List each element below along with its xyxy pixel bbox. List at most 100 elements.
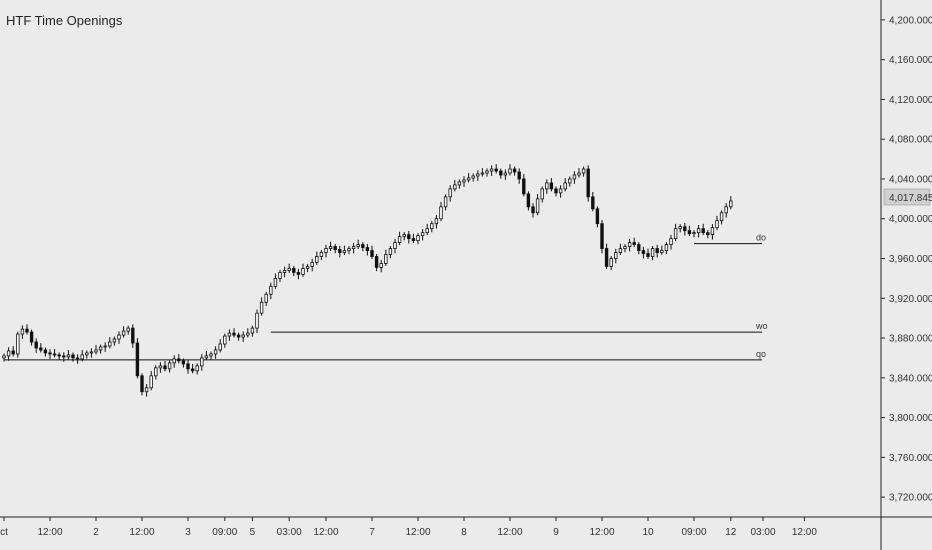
candle-body: [301, 268, 305, 275]
level-label-qo: qo: [756, 349, 766, 359]
y-tick-label: 4,120.000: [889, 95, 932, 106]
candle-body: [687, 230, 692, 235]
candle-body: [356, 244, 360, 247]
candle-body: [278, 272, 282, 279]
candle-body: [338, 249, 342, 253]
candle-body: [250, 327, 255, 334]
level-label-wo: wo: [755, 321, 768, 331]
candle-body: [292, 268, 296, 273]
candle-body: [328, 246, 333, 249]
candle-body: [402, 234, 406, 238]
candle-body: [108, 341, 112, 347]
current-price-label: 4,017.845: [889, 193, 932, 204]
candle-body: [508, 168, 512, 174]
candle-body: [430, 223, 434, 230]
levels-layer: do wo qo: [4, 233, 768, 361]
candle-body: [600, 223, 604, 249]
candle-body: [618, 248, 623, 253]
candle-body: [181, 360, 186, 365]
candle-body: [531, 206, 535, 214]
y-tick-label: 4,000.000: [889, 214, 932, 225]
candle-body: [627, 242, 632, 247]
candle-body: [379, 263, 383, 268]
candle-body: [273, 277, 278, 287]
candle-body: [342, 250, 347, 253]
candle-body: [407, 234, 411, 240]
candle-body: [6, 350, 11, 357]
candle-body: [586, 168, 590, 198]
candle-body: [167, 362, 172, 370]
candle-body: [719, 212, 724, 222]
x-tick-label: 09:00: [212, 527, 237, 538]
indicator-title[interactable]: HTF Time Openings: [6, 13, 123, 28]
y-tick-label: 4,160.000: [889, 55, 932, 66]
candle-body: [591, 196, 595, 210]
candle-body: [29, 331, 34, 343]
candle-body: [52, 353, 57, 356]
candle-body: [572, 174, 577, 180]
candle-body: [80, 354, 84, 360]
candle-body: [489, 168, 494, 172]
candle-body: [126, 327, 130, 332]
x-tick-label: 8: [461, 527, 467, 538]
x-tick-label: 3: [185, 527, 191, 538]
candle-body: [609, 258, 613, 267]
candle-body: [135, 342, 140, 377]
candle-body: [315, 256, 319, 263]
candle-body: [512, 168, 517, 173]
candle-body: [554, 188, 558, 194]
candle-body: [232, 332, 236, 336]
candle-body: [563, 182, 567, 190]
candle-body: [305, 266, 310, 269]
candle-body: [632, 242, 636, 245]
candle-body: [370, 250, 374, 257]
candle-body: [526, 193, 531, 208]
candle-body: [397, 236, 402, 243]
candle-body: [365, 247, 370, 251]
candle-body: [485, 170, 489, 174]
candle-body: [16, 333, 20, 355]
x-tick-label: 7: [369, 527, 375, 538]
x-tick-label: 12:00: [405, 527, 430, 538]
candle-body: [706, 232, 710, 236]
y-tick-label: 3,840.000: [889, 373, 932, 384]
time-axis[interactable]: ct 12:00 2 12:00 3 09:00 5 03:00 12:00 7 12:00 8 12:…: [0, 517, 817, 538]
candle-body: [324, 248, 328, 253]
candle-body: [34, 341, 38, 349]
candle-body: [650, 248, 655, 257]
candle-body: [577, 172, 581, 176]
candle-body: [581, 168, 586, 174]
y-tick-label: 4,040.000: [889, 174, 932, 185]
x-tick-label: 12:00: [129, 527, 154, 538]
x-tick-label: 9: [553, 527, 559, 538]
candle-body: [94, 349, 98, 353]
x-tick-label: 2: [93, 527, 99, 538]
candle-body: [384, 254, 388, 264]
candle-body: [715, 220, 719, 229]
candle-body: [480, 172, 485, 175]
candle-body: [2, 355, 6, 359]
candle-body: [499, 170, 503, 176]
candle-body: [724, 206, 728, 214]
candle-body: [259, 301, 264, 314]
candle-body: [246, 332, 250, 336]
y-tick-label: 3,760.000: [889, 453, 932, 464]
candle-body: [522, 178, 526, 195]
candle-body: [200, 357, 204, 367]
candle-body: [443, 196, 448, 208]
candle-body: [411, 238, 416, 242]
candle-body: [287, 268, 291, 271]
candle-body: [39, 347, 43, 351]
candle-body: [117, 334, 121, 340]
candle-body: [98, 346, 103, 351]
candle-body: [347, 248, 351, 251]
price-axis[interactable]: 4,200.000 4,160.000 4,120.000 4,080.000 4,04…: [881, 15, 932, 504]
candle-body: [664, 244, 669, 251]
candle-body: [457, 181, 462, 186]
candles-layer: [2, 164, 733, 397]
candle-body: [545, 182, 549, 190]
candle-body: [333, 246, 337, 250]
